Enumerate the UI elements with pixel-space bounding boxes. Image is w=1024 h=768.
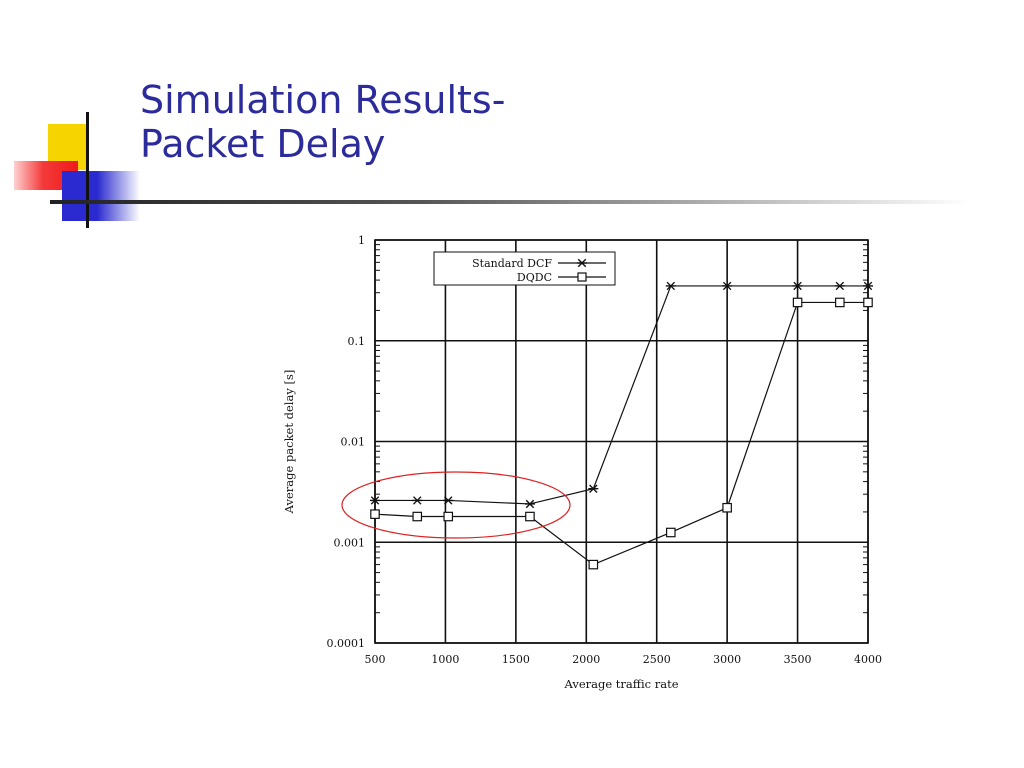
data-point-standard-dcf xyxy=(834,281,845,291)
data-point-standard-dcf xyxy=(792,281,803,291)
data-point-standard-dcf xyxy=(722,281,733,291)
chart-grid xyxy=(374,239,869,644)
marker-stroke xyxy=(413,496,422,505)
x-tick-label: 2000 xyxy=(572,653,600,666)
decor-vertical-line xyxy=(86,112,89,228)
marker-stroke xyxy=(863,281,873,291)
data-point-dqdc xyxy=(665,527,676,538)
x-tick-label: 4000 xyxy=(854,653,882,666)
x-tick-label: 2500 xyxy=(643,653,671,666)
marker-stroke xyxy=(835,281,845,291)
y-tick-label: 0.0001 xyxy=(327,637,366,650)
y-tick-label: 1 xyxy=(358,234,365,247)
y-tick-label: 0.1 xyxy=(348,335,366,348)
legend-label-standard-dcf: Standard DCF xyxy=(472,257,552,270)
marker-stroke xyxy=(666,281,676,291)
slide-title-line-1: Simulation Results- xyxy=(140,78,506,122)
marker-stroke xyxy=(589,484,598,493)
marker-stroke xyxy=(577,258,587,268)
chart-tick-labels: 500 1000 1500 2000 2500 3000 3500 4000 0.0001 0.0… xyxy=(327,234,883,666)
data-point-standard-dcf xyxy=(863,281,873,291)
decor-blue-bar xyxy=(62,171,140,221)
chart-markers xyxy=(370,281,873,570)
highlight-ellipse xyxy=(341,471,571,539)
series-line-standard-dcf xyxy=(375,285,868,505)
marker-stroke xyxy=(722,281,732,291)
marker-stroke xyxy=(793,281,802,291)
x-tick-label: 1500 xyxy=(502,653,530,666)
data-point-standard-dcf xyxy=(443,496,454,505)
data-point-dqdc xyxy=(525,511,535,522)
data-point-standard-dcf xyxy=(524,499,535,509)
y-tick-label: 0.01 xyxy=(341,436,366,449)
marker-stroke xyxy=(525,499,535,509)
legend-marker-standard-dcf xyxy=(577,258,587,268)
title-underline-rule xyxy=(50,200,970,204)
data-point-standard-dcf xyxy=(588,484,599,493)
x-tick-label: 3000 xyxy=(713,653,741,666)
data-point-dqdc xyxy=(370,509,380,519)
chart-legend: Standard DCF DQDC xyxy=(433,251,616,286)
data-point-standard-dcf xyxy=(412,496,423,505)
data-point-dqdc xyxy=(835,297,845,308)
data-point-dqdc xyxy=(722,502,732,513)
legend-label-dqdc: DQDC xyxy=(517,271,552,284)
data-point-standard-dcf xyxy=(665,281,676,291)
data-point-dqdc xyxy=(588,559,599,570)
data-point-dqdc xyxy=(412,511,423,522)
marker-stroke xyxy=(370,496,380,505)
data-point-dqdc xyxy=(443,511,454,522)
slide-title: Simulation Results- Packet Delay xyxy=(140,78,505,166)
data-point-standard-dcf xyxy=(370,496,380,505)
x-tick-label: 1000 xyxy=(431,653,459,666)
marker-stroke xyxy=(444,496,453,505)
slide-title-line-2: Packet Delay xyxy=(140,122,386,166)
data-point-dqdc xyxy=(863,297,873,308)
legend-marker-dqdc xyxy=(577,272,587,282)
x-tick-label: 3500 xyxy=(784,653,812,666)
series-line-dqdc xyxy=(374,301,868,566)
x-tick-label: 500 xyxy=(365,653,386,666)
y-axis-title: Average packet delay [s] xyxy=(282,370,296,515)
data-point-dqdc xyxy=(792,297,803,308)
x-axis-title: Average traffic rate xyxy=(563,677,678,691)
chart-series-lines xyxy=(374,285,868,566)
y-tick-label: 0.001 xyxy=(334,536,366,549)
